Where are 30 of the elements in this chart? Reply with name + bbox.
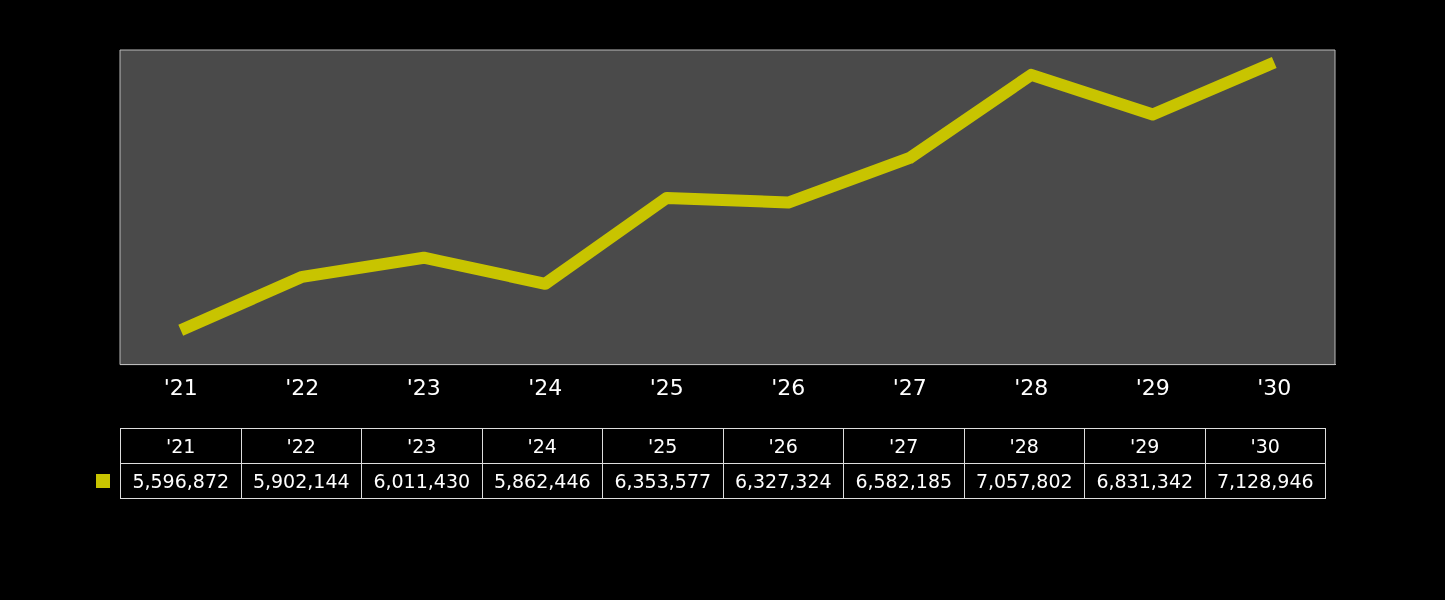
category-label: '29 bbox=[1130, 435, 1160, 457]
data-label: 7,128,946 bbox=[1205, 463, 1326, 499]
data-label: 6,327,324 bbox=[723, 463, 844, 499]
x-tick-label: '29 bbox=[1135, 374, 1170, 400]
x-tick-label: '21 bbox=[163, 374, 198, 400]
data-label: 5,596,872 bbox=[120, 463, 241, 499]
category-label: '30 bbox=[1250, 435, 1280, 457]
category-label: '25 bbox=[648, 435, 678, 457]
category-label: '27 bbox=[889, 435, 919, 457]
data-label: 5,902,144 bbox=[241, 463, 362, 499]
category-label: '21 bbox=[166, 435, 196, 457]
data-label: 6,011,430 bbox=[361, 463, 482, 499]
data-label: 5,862,446 bbox=[482, 463, 603, 499]
x-tick-label: '30 bbox=[1257, 374, 1292, 400]
x-tick-label: '22 bbox=[285, 374, 320, 400]
data-label: 6,831,342 bbox=[1084, 463, 1205, 499]
data-label: 6,353,577 bbox=[602, 463, 723, 499]
category-label: '23 bbox=[407, 435, 437, 457]
x-tick-label: '28 bbox=[1014, 374, 1049, 400]
x-tick-label: '25 bbox=[649, 374, 684, 400]
x-tick-label: '23 bbox=[406, 374, 441, 400]
x-tick-label: '24 bbox=[528, 374, 563, 400]
x-tick-label: '26 bbox=[771, 374, 806, 400]
data-label: 7,057,802 bbox=[964, 463, 1085, 499]
category-label: '28 bbox=[1009, 435, 1039, 457]
x-tick-label: '27 bbox=[892, 374, 927, 400]
data-label: 6,582,185 bbox=[843, 463, 964, 499]
category-label: '24 bbox=[527, 435, 557, 457]
category-label: '22 bbox=[286, 435, 316, 457]
category-label: '26 bbox=[768, 435, 798, 457]
